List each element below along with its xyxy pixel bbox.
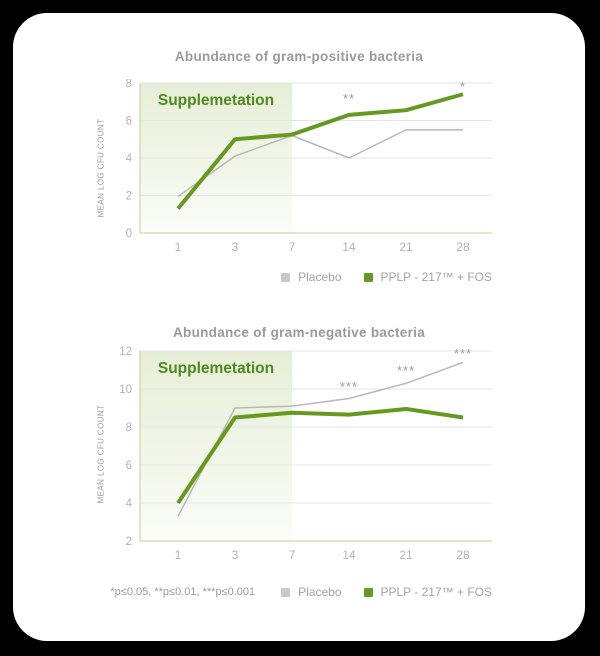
y-tick-label: 4 (126, 153, 133, 165)
product-swatch-icon (363, 272, 373, 282)
x-tick-label: 21 (399, 548, 413, 562)
supplementation-region-label: Supplemetation (158, 92, 274, 109)
gram-positive-chart-area: MEAN LOG CFU COUNT 0 2 4 6 8 Supplemetation 1 3… (13, 79, 585, 257)
y-tick-label: 6 (126, 460, 132, 472)
placebo-legend-label: Placebo (298, 270, 342, 284)
x-tick-label: 3 (232, 240, 239, 254)
product-swatch-icon (363, 587, 373, 597)
x-tick-label: 14 (342, 240, 356, 254)
y-tick-label: 6 (126, 116, 132, 128)
x-tick-label: 21 (399, 240, 413, 254)
gram-negative-legend: *p≤0.05, **p≤0.01, ***p≤0.001 Placebo PP… (13, 585, 492, 599)
y-tick-label: 0 (126, 228, 132, 240)
gram-negative-chart: 2 4 6 8 10 12 Supplemetation 1 3 7 14 21 28 *** *** *** (119, 346, 492, 562)
product-legend-label: PPLP - 217™ + FOS (380, 585, 493, 599)
placebo-swatch-icon (281, 272, 291, 282)
placebo-swatch-icon (281, 587, 291, 597)
product-legend-label: PPLP - 217™ + FOS (380, 270, 493, 284)
y-tick-label: 8 (126, 79, 132, 90)
supplementation-region-label: Supplemetation (158, 360, 274, 377)
placebo-series-line (177, 361, 464, 517)
legend-item-placebo: Placebo (281, 585, 342, 599)
significance-marker: * (460, 79, 466, 94)
significance-marker: ** (343, 91, 355, 106)
gram-negative-chart-title: Abundance of gram-negative bacteria (172, 325, 426, 340)
x-tick-label: 3 (232, 548, 239, 562)
gram-positive-chart-title: Abundance of gram-positive bacteria (174, 49, 424, 64)
y-tick-label: 4 (126, 498, 133, 510)
significance-marker: *** (340, 379, 358, 394)
y-tick-label: 8 (126, 422, 132, 434)
y-tick-label: 10 (119, 384, 132, 396)
y-tick-label: 2 (126, 191, 132, 203)
product-series-line (176, 406, 464, 505)
x-tick-label: 1 (175, 240, 182, 254)
x-tick-label: 28 (456, 240, 470, 254)
x-tick-label: 7 (289, 240, 296, 254)
legend-item-product: PPLP - 217™ + FOS (363, 585, 493, 599)
placebo-legend-label: Placebo (298, 585, 342, 599)
legend-item-product: PPLP - 217™ + FOS (363, 270, 493, 284)
y-tick-label: 12 (119, 346, 132, 358)
x-tick-label: 1 (175, 548, 182, 562)
significance-footnote: *p≤0.05, **p≤0.01, ***p≤0.001 (110, 586, 256, 598)
x-tick-label: 14 (342, 548, 356, 562)
gram-positive-legend: Placebo PPLP - 217™ + FOS (13, 270, 492, 284)
product-series-line (176, 92, 464, 210)
x-tick-label: 28 (456, 548, 470, 562)
y-tick-label: 2 (126, 536, 132, 548)
legend-item-placebo: Placebo (281, 270, 342, 284)
gram-negative-y-axis-label: MEAN LOG CFU COUNT (96, 404, 106, 503)
gram-negative-chart-area: MEAN LOG CFU COUNT 2 4 6 8 10 12 Supplemetatio… (13, 341, 585, 566)
significance-marker: *** (454, 346, 472, 361)
placebo-series-line (177, 129, 463, 198)
significance-marker: *** (397, 363, 415, 378)
gram-positive-y-axis-label: MEAN LOG CFU COUNT (96, 118, 106, 218)
x-tick-label: 7 (289, 548, 296, 562)
infographic-card: Abundance of gram-positive bacteria MEAN… (13, 13, 585, 641)
